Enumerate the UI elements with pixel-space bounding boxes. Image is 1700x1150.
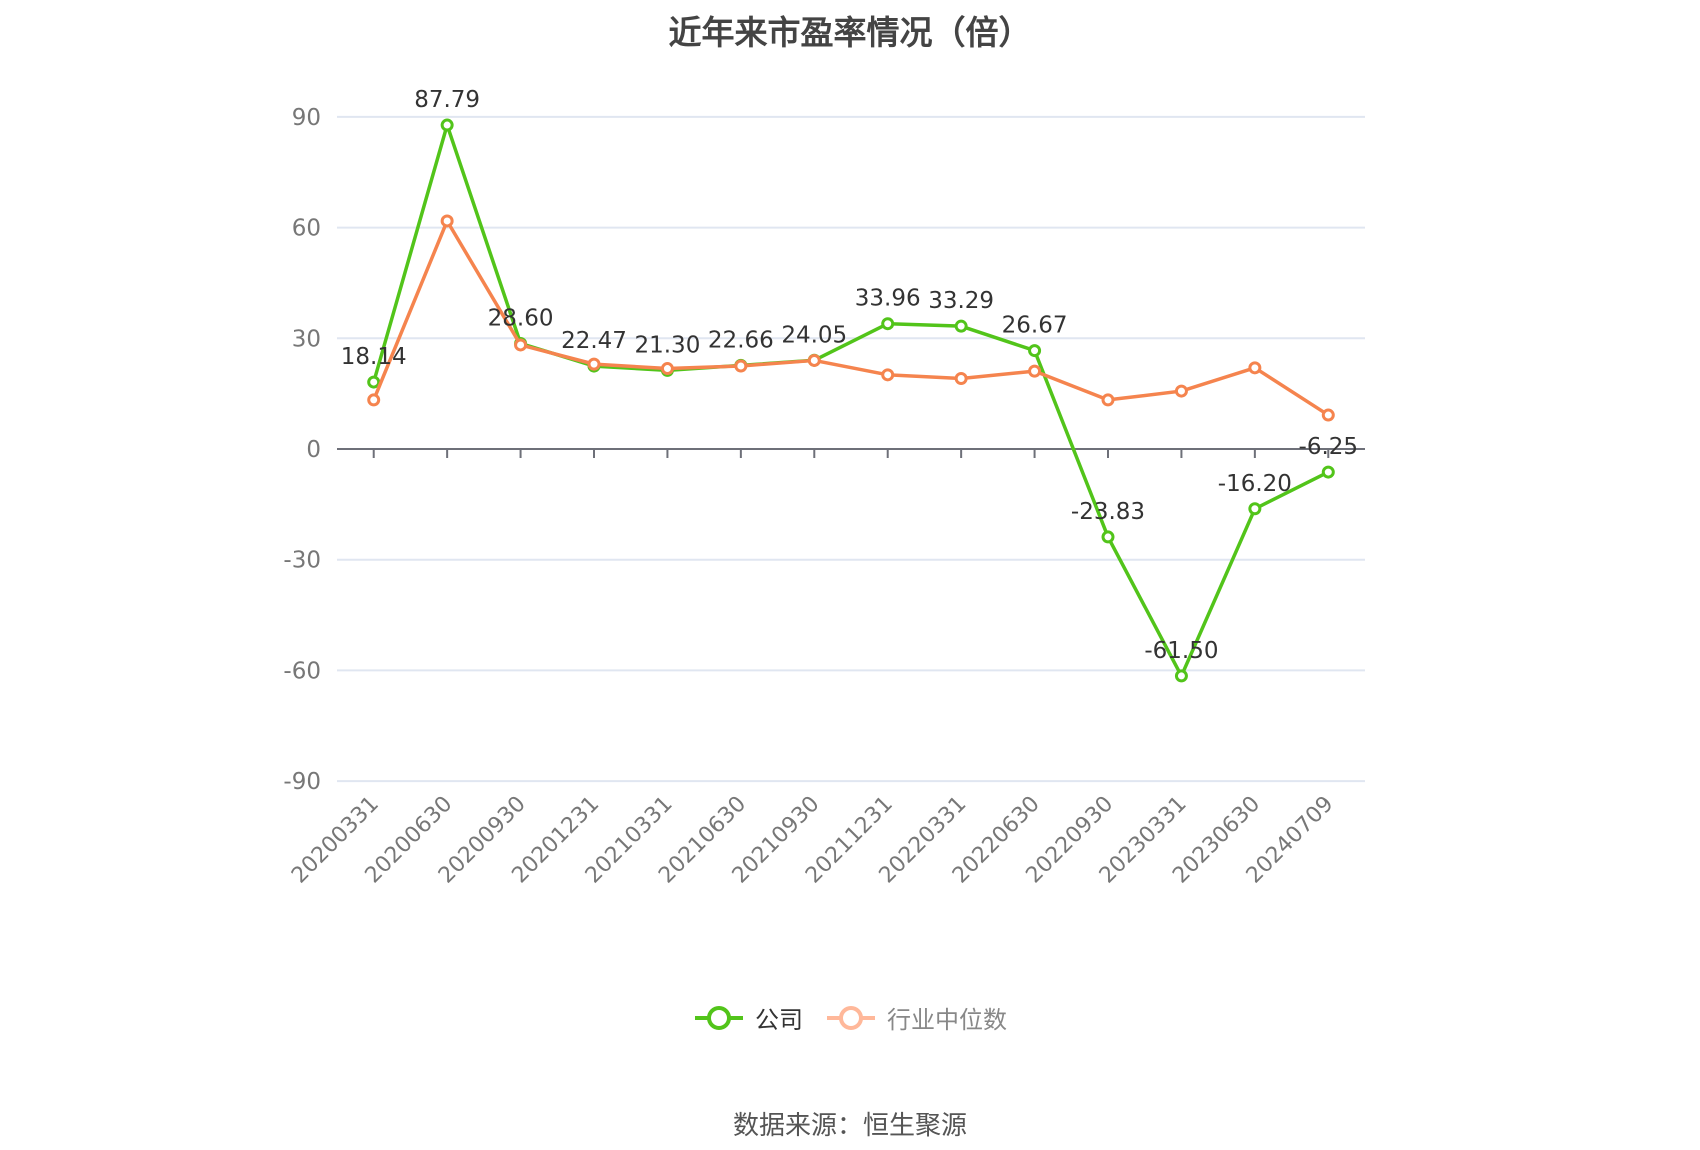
y-tick-label: 0 [306, 437, 321, 463]
chart-title: 近年来市盈率情况（倍） [668, 13, 1032, 52]
data-point[interactable] [954, 372, 968, 386]
data-point[interactable] [881, 317, 895, 331]
data-point[interactable] [1248, 361, 1262, 375]
series-line [372, 123, 1330, 678]
data-point[interactable] [587, 357, 601, 371]
data-label: -6.25 [1299, 434, 1359, 460]
data-point[interactable] [1028, 364, 1042, 378]
legend: 公司 行业中位数 [0, 1000, 1700, 1035]
data-point[interactable] [440, 118, 454, 132]
data-point[interactable] [954, 319, 968, 333]
data-point[interactable] [367, 375, 381, 389]
data-label: 24.05 [781, 322, 847, 348]
data-point[interactable] [734, 359, 748, 373]
data-label: -16.20 [1218, 471, 1292, 497]
legend-line-circle-icon [827, 1005, 875, 1030]
line-chart: 9060300-30-60-90202003312020063020200930… [283, 87, 1365, 888]
data-label: 87.79 [414, 87, 480, 113]
legend-label: 公司 [755, 1006, 803, 1034]
data-source: 数据来源：恒生聚源 [732, 1111, 967, 1141]
legend-item[interactable]: 公司 [693, 1000, 803, 1035]
y-tick-label: 90 [292, 105, 321, 131]
data-label: 21.30 [634, 332, 700, 358]
data-point[interactable] [1101, 530, 1115, 544]
data-point[interactable] [1321, 465, 1335, 479]
data-label: -61.50 [1144, 638, 1218, 664]
y-tick-label: -60 [283, 658, 321, 684]
data-point[interactable] [367, 393, 381, 407]
data-label: 18.14 [341, 344, 407, 370]
legend-label: 行业中位数 [887, 1006, 1007, 1034]
data-label: -23.83 [1071, 499, 1145, 525]
data-point[interactable] [1028, 344, 1042, 358]
data-point[interactable] [514, 338, 528, 352]
data-point[interactable] [1321, 408, 1335, 422]
series-line [372, 219, 1330, 417]
data-point[interactable] [1248, 502, 1262, 516]
y-tick-label: 60 [292, 216, 321, 242]
legend-item[interactable]: 行业中位数 [825, 1000, 1007, 1035]
data-label: 22.47 [561, 328, 627, 354]
y-tick-label: 30 [292, 326, 321, 352]
data-point[interactable] [807, 353, 821, 367]
data-point[interactable] [1101, 393, 1115, 407]
data-label: 33.96 [855, 286, 921, 312]
data-point[interactable] [660, 362, 674, 376]
data-label: 33.29 [928, 288, 994, 314]
data-point[interactable] [881, 368, 895, 382]
data-label: 22.66 [708, 327, 774, 353]
data-label: 26.67 [1002, 313, 1068, 339]
data-point[interactable] [440, 214, 454, 228]
legend-line-circle-icon [695, 1005, 743, 1030]
data-label: 28.60 [488, 305, 554, 331]
y-tick-label: -90 [283, 769, 321, 795]
y-tick-label: -30 [283, 548, 321, 574]
data-point[interactable] [1174, 384, 1188, 398]
data-point[interactable] [1174, 669, 1188, 683]
